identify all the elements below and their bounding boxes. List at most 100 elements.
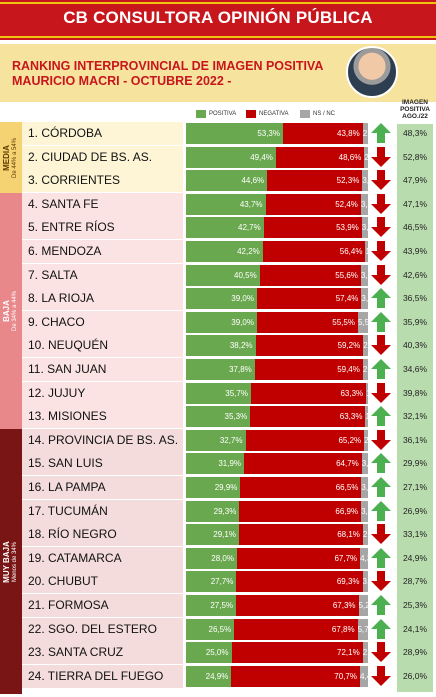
previous-value: 25,3% — [402, 600, 428, 610]
province-label: 15. SAN LUIS — [28, 456, 103, 471]
arrow-down-icon — [371, 524, 391, 545]
stacked-bar: 27,7%69,3%3,0 — [186, 571, 368, 593]
stacked-bar: 53,3%43,8%2,9 — [186, 123, 368, 144]
stacked-bar: 43,7%52,4%3,9 — [186, 193, 368, 215]
previous-value: 26,0% — [402, 670, 428, 681]
bar-nsnc: 3,6 — [361, 288, 368, 310]
bar-negative: 67,8% — [234, 618, 358, 640]
previous-value: 48,3% — [402, 128, 428, 138]
arrow-down-icon — [371, 382, 391, 403]
arrow-down-icon — [371, 170, 391, 191]
right-column-background — [397, 124, 433, 692]
arrow-down-shape — [371, 170, 391, 191]
arrow-down-icon — [371, 335, 391, 356]
stacked-bar: 31,9%64,7%3,4 — [186, 453, 368, 475]
bar-negative: 67,7% — [236, 547, 361, 569]
group-label-muy-baja: MUY BAJA — [2, 540, 12, 583]
province-label: 12. JUJUY — [28, 385, 86, 400]
row-background — [22, 240, 183, 263]
row-background — [22, 546, 183, 570]
bar-nsnc: 5,7 — [357, 618, 368, 640]
bar-nsnc: 2,0 — [364, 146, 368, 168]
arrow-up-shape — [371, 618, 391, 639]
previous-value: 43,9% — [402, 246, 428, 256]
bar-nsnc: 5,5 — [357, 311, 368, 333]
previous-value: 36,5% — [402, 293, 428, 304]
stacked-bar: 28,0%67,7%4,3 — [186, 547, 368, 569]
header-bar: CB CONSULTORA OPINIÓN PÚBLICA — [0, 0, 436, 40]
bar-positive: 29,1% — [186, 524, 239, 546]
bar-negative: 43,8% — [283, 123, 363, 144]
province-label: 22. SGO. DEL ESTERO — [28, 621, 157, 636]
province-label: 21. FORMOSA — [28, 598, 109, 612]
arrow-down-shape — [371, 335, 391, 356]
bar-nsnc: 1,4 — [365, 406, 368, 428]
arrow-up-icon — [371, 311, 391, 332]
arrow-up-shape — [371, 311, 391, 332]
row-background — [22, 169, 183, 193]
legend-label-nsnc: NS / NC — [313, 111, 336, 117]
bar-positive: 27,5% — [186, 595, 237, 616]
arrow-down-shape — [371, 382, 391, 403]
bar-negative: 59,2% — [255, 335, 364, 357]
arrow-up-shape — [371, 500, 391, 521]
arrow-up-icon — [371, 453, 391, 474]
bar-positive: 42,7% — [186, 217, 264, 239]
arrow-down-shape — [371, 146, 391, 167]
bar-negative: 52,3% — [267, 170, 363, 192]
group-label-media: MEDIA — [2, 144, 11, 171]
previous-value: 28,9% — [402, 647, 428, 658]
bar-positive: 28,0% — [186, 547, 237, 569]
province-label: 11. SAN JUAN — [28, 362, 107, 376]
province-label: 4. SANTA FE — [28, 196, 99, 211]
bar-positive: 39,0% — [186, 311, 257, 333]
province-label: 20. CHUBUT — [28, 574, 99, 589]
arrow-up-icon — [371, 406, 391, 427]
portrait-avatar — [346, 46, 398, 98]
bar-negative: 56,4% — [262, 241, 366, 262]
arrow-up-shape — [371, 477, 391, 497]
bar-nsnc: 3,4 — [361, 217, 368, 239]
arrow-up-shape — [371, 453, 391, 474]
arrow-up-shape — [371, 406, 391, 427]
row-background — [22, 641, 183, 665]
province-label: 13. MISIONES — [28, 409, 107, 424]
stacked-bar: 29,1%68,1%2,8 — [186, 524, 368, 546]
bar-positive: 40,5% — [186, 264, 260, 286]
previous-value: 36,1% — [402, 434, 428, 445]
bar-nsnc: 2,8 — [362, 359, 368, 380]
bar-negative: 66,9% — [239, 500, 362, 522]
bar-nsnc: 3,0 — [362, 571, 368, 593]
province-label: 16. LA PAMPA — [28, 480, 106, 494]
stacked-bar: 29,3%66,9%3,8 — [186, 500, 368, 522]
stacked-bar: 29,9%66,5%3,6 — [186, 477, 368, 498]
legend-swatch-negative — [246, 110, 256, 118]
bar-positive: 49,4% — [186, 146, 276, 168]
legend-swatch-nsnc — [300, 110, 310, 118]
bar-nsnc: 5,2 — [358, 595, 368, 616]
province-label: 14. PROVINCIA DE BS. AS. — [28, 432, 179, 447]
bar-positive: 31,9% — [186, 453, 245, 475]
bar-negative: 70,7% — [231, 665, 360, 687]
previous-value: 40,3% — [402, 340, 428, 351]
stacked-bar: 24,9%70,7%4,4 — [186, 665, 368, 687]
bar-nsnc: 2,9 — [362, 123, 368, 144]
row-background — [22, 428, 183, 452]
bar-negative: 63,3% — [250, 382, 367, 404]
province-label: 1. CÓRDOBA — [28, 126, 103, 140]
arrow-down-shape — [371, 429, 391, 450]
arrow-up-icon — [371, 288, 391, 309]
stacked-bar: 42,7%53,9%3,4 — [186, 217, 368, 239]
province-label: 7. SALTA — [28, 267, 78, 282]
bar-negative: 72,1% — [231, 642, 363, 664]
stacked-bar: 42,2%56,4%1,4 — [186, 241, 368, 262]
province-label: 23. SANTA CRUZ — [28, 645, 124, 660]
previous-value: 46,5% — [402, 222, 428, 233]
stacked-bar: 25,0%72,1%2,9 — [186, 642, 368, 664]
header-title: CB CONSULTORA OPINIÓN PÚBLICA — [63, 8, 373, 27]
province-label: 18. RÍO NEGRO — [28, 527, 117, 542]
arrow-down-shape — [371, 241, 391, 261]
stacked-bar: 39,0% 55,5% 5,5 — [186, 311, 368, 333]
stacked-bar: 39,0%57,4%3,6 — [186, 288, 368, 310]
previous-value: 24,1% — [402, 623, 428, 634]
